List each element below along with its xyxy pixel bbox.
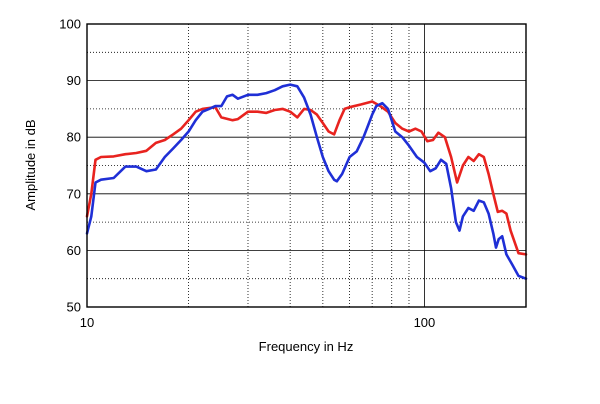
x-tick-label: 100 (414, 315, 436, 330)
y-tick-label: 70 (67, 186, 81, 201)
y-tick-label: 60 (67, 243, 81, 258)
x-axis-label: Frequency in Hz (259, 339, 354, 354)
y-axis-label: Amplitude in dB (23, 119, 38, 210)
tick-labels: 50 60 70 80 90 100 10 100 (59, 17, 435, 331)
plot-grid (87, 24, 526, 307)
y-tick-label: 100 (59, 17, 81, 32)
x-tick-label: 10 (80, 315, 94, 330)
series-line-2 (85, 83, 528, 280)
series-line-1 (85, 100, 528, 256)
y-tick-label: 50 (67, 300, 81, 315)
y-tick-label: 90 (67, 73, 81, 88)
plot-series (85, 83, 528, 280)
y-tick-label: 80 (67, 130, 81, 145)
plot-frame (86, 23, 527, 308)
